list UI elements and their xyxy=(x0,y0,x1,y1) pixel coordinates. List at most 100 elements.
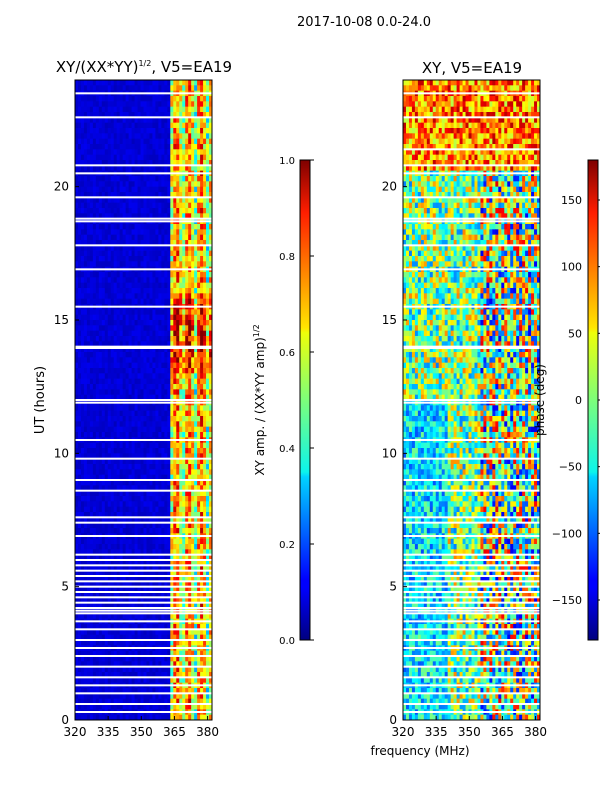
heatmap-cell xyxy=(164,362,168,369)
heatmap-cell xyxy=(164,597,168,604)
heatmap-cell xyxy=(152,565,156,572)
heatmap-cell xyxy=(179,640,183,646)
heatmap-cell xyxy=(200,512,204,518)
heatmap-cell xyxy=(167,544,171,550)
heatmap-cell xyxy=(164,320,168,326)
heatmap-cell xyxy=(122,421,127,428)
heatmap-cell xyxy=(86,245,91,252)
heatmap-cell xyxy=(116,496,121,502)
heatmap-cell xyxy=(203,389,207,396)
heatmap-cell xyxy=(170,176,174,182)
heatmap-cell xyxy=(200,368,204,374)
heatmap-cell xyxy=(170,309,174,316)
heatmap-cell xyxy=(179,570,183,577)
heatmap-cell xyxy=(86,197,91,204)
heatmap-cell xyxy=(104,277,109,284)
heatmap-cell xyxy=(80,576,85,582)
heatmap-cell xyxy=(197,277,201,284)
heatmap-cell xyxy=(77,501,82,508)
heatmap-cell xyxy=(101,234,106,241)
heatmap-cell xyxy=(155,410,159,417)
heatmap-cell xyxy=(164,336,168,342)
heatmap-cell xyxy=(152,394,156,401)
heatmap-cell xyxy=(83,405,88,412)
heatmap-cell xyxy=(104,538,109,545)
heatmap-cell xyxy=(143,453,147,460)
heatmap-cell xyxy=(98,368,103,374)
heatmap-cell xyxy=(116,352,121,358)
heatmap-cell xyxy=(98,144,103,150)
heatmap-cell xyxy=(146,202,150,209)
heatmap-cell xyxy=(125,597,130,604)
heatmap-cell xyxy=(170,629,174,636)
heatmap-cell xyxy=(98,154,103,161)
heatmap-cell xyxy=(209,410,212,417)
heatmap-cell xyxy=(95,528,100,534)
heatmap-cell xyxy=(98,549,103,556)
heatmap-cell xyxy=(170,357,174,364)
heatmap-cell xyxy=(149,506,153,513)
heatmap-cell xyxy=(122,485,127,492)
heatmap-cell xyxy=(182,192,186,198)
heatmap-cell xyxy=(125,101,130,108)
heatmap-cell xyxy=(122,538,127,545)
heatmap-cell xyxy=(164,176,168,182)
heatmap-cell xyxy=(167,341,171,348)
heatmap-cell xyxy=(80,346,85,353)
heatmap-cell xyxy=(194,464,198,470)
heatmap-cell xyxy=(75,378,79,385)
heatmap-cell xyxy=(203,426,207,433)
heatmap-cell xyxy=(155,586,159,593)
heatmap-cell xyxy=(113,640,118,646)
heatmap-cell xyxy=(86,394,91,401)
heatmap-cell xyxy=(140,117,144,124)
heatmap-cell xyxy=(92,656,97,662)
heatmap-cell xyxy=(161,229,165,236)
heatmap-cell xyxy=(80,506,85,513)
heatmap-cell xyxy=(146,112,150,118)
heatmap-cell xyxy=(197,602,201,609)
heatmap-cell xyxy=(110,341,115,348)
heatmap-cell xyxy=(194,442,198,449)
heatmap-cell xyxy=(152,517,156,524)
heatmap-cell xyxy=(80,122,85,129)
heatmap-cell xyxy=(206,442,210,449)
heatmap-cell xyxy=(197,373,201,380)
heatmap-cell xyxy=(128,640,132,646)
heatmap-cell xyxy=(134,634,138,641)
heatmap-cell xyxy=(86,378,91,385)
heatmap-cell xyxy=(131,624,135,630)
heatmap-cell xyxy=(101,512,106,518)
heatmap-cell xyxy=(80,602,85,609)
heatmap-cell xyxy=(209,405,212,412)
heatmap-cell xyxy=(119,213,124,220)
heatmap-cell xyxy=(104,213,109,220)
heatmap-cell xyxy=(179,80,183,86)
heatmap-cell xyxy=(206,506,210,513)
heatmap-cell xyxy=(92,512,97,518)
heatmap-cell xyxy=(104,373,109,380)
heatmap-cell xyxy=(173,128,177,134)
heatmap-cell xyxy=(173,160,177,166)
heatmap-cell xyxy=(182,176,186,182)
heatmap-cell xyxy=(77,592,82,598)
heatmap-cell xyxy=(209,282,212,289)
heatmap-cell xyxy=(185,538,189,545)
heatmap-cell xyxy=(185,464,189,470)
heatmap-cell xyxy=(113,357,118,364)
heatmap-cell xyxy=(155,581,159,588)
heatmap-cell xyxy=(125,496,130,502)
heatmap-cell xyxy=(185,576,189,582)
heatmap-cell xyxy=(107,298,112,305)
heatmap-cell xyxy=(137,256,141,262)
heatmap-cell xyxy=(110,501,115,508)
heatmap-cell xyxy=(146,442,150,449)
heatmap-cell xyxy=(149,565,153,572)
heatmap-cell xyxy=(98,501,103,508)
heatmap-cell xyxy=(194,325,198,332)
heatmap-cell xyxy=(80,458,85,465)
heatmap-cell xyxy=(155,330,159,337)
heatmap-cell xyxy=(119,234,124,241)
heatmap-cell xyxy=(164,144,168,150)
heatmap-cell xyxy=(200,576,204,582)
